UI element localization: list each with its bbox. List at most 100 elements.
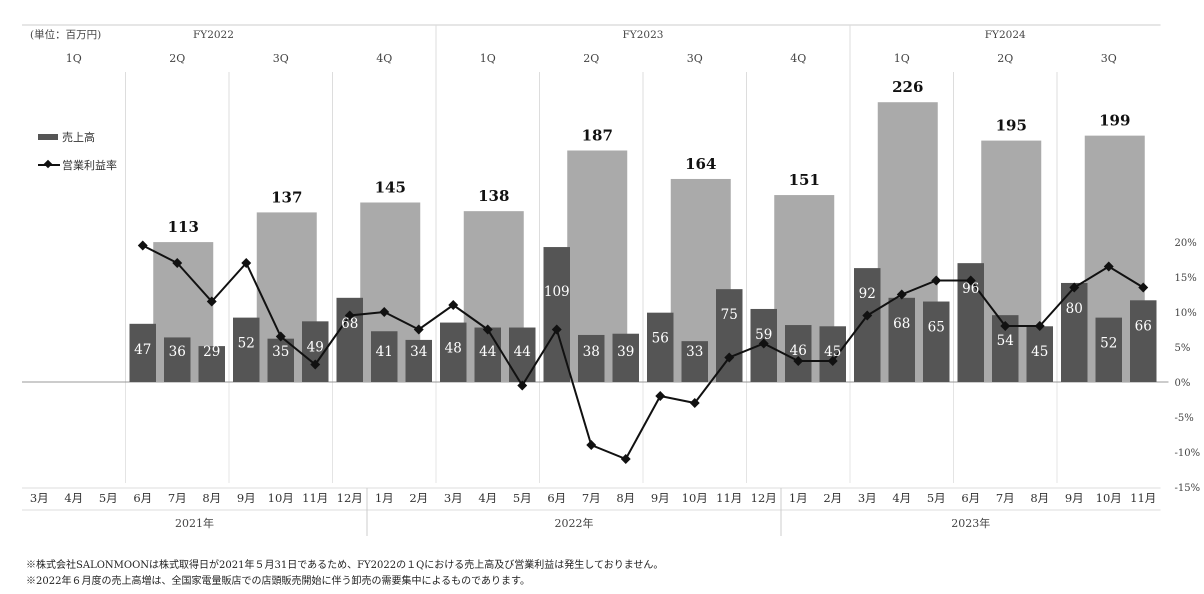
y-axis-tick: 5% [1175,343,1191,354]
calendar-year-label: 2021年 [175,516,214,530]
quarterly-value-label: 226 [892,78,923,96]
month-label: 5月 [513,491,532,505]
month-label: 4月 [478,491,497,505]
margin-point [586,440,597,450]
monthly-value-label: 36 [169,344,186,360]
margin-point [379,307,390,317]
month-label: 8月 [616,491,635,505]
monthly-bar [1095,317,1122,382]
quarterly-value-label: 187 [582,126,613,144]
month-label: 3月 [858,491,877,505]
margin-point [1069,282,1080,293]
calendar-year-label: 2022年 [555,516,594,530]
y-axis-tick: 10% [1175,308,1197,319]
month-label: 6月 [547,491,566,505]
y-axis-tick: -10% [1175,448,1201,459]
quarter-label: 2Q [583,52,599,65]
fiscal-year-label: FY2024 [985,29,1026,41]
monthly-value-label: 96 [962,281,979,297]
margin-point [413,324,424,335]
legend-sales-label: 売上高 [62,130,95,144]
month-label: 4月 [64,491,83,505]
monthly-value-label: 44 [479,344,496,360]
margin-point [275,331,286,342]
unit-label: (単位：百万円) [30,28,101,41]
month-label: 3月 [444,491,463,505]
monthly-bar [164,337,191,382]
monthly-bar [1130,300,1157,382]
month-label: 10月 [682,491,708,505]
y-axis-tick: 0% [1175,378,1191,389]
month-label: 7月 [168,491,187,505]
month-label: 7月 [996,491,1015,505]
margin-point [1138,282,1149,293]
margin-point [827,356,838,366]
month-label: 3月 [30,491,49,505]
margin-point [793,356,804,366]
monthly-bar [474,327,501,382]
margin-line [142,244,1144,461]
monthly-bar [129,323,156,382]
margin-line-layer [137,240,1149,464]
monthly-value-label: 52 [1100,336,1117,352]
month-label: 10月 [1096,491,1122,505]
month-label: 8月 [1030,491,1049,505]
monthly-bar [888,297,915,382]
monthly-value-label: 47 [134,342,151,358]
month-label: 8月 [202,491,221,505]
monthly-value-label: 41 [376,344,393,360]
margin-point [1000,321,1011,331]
monthly-value-label: 92 [859,286,876,302]
monthly-value-label: 109 [544,284,570,300]
footnote-2: ※2022年６月度の売上高増は、全国家電量販店での店頭販売開始に伴う卸売の需要集… [26,576,531,587]
quarter-label: 3Q [687,52,703,65]
monthly-value-label: 33 [686,344,703,360]
monthly-bar [923,301,950,382]
month-label: 2月 [409,491,428,505]
monthly-value-label: 49 [307,339,324,355]
monthly-bar [336,297,363,382]
margin-point [172,258,183,268]
month-label: 9月 [1065,491,1084,505]
quarter-label: 2Q [169,52,185,65]
monthly-value-label: 45 [1031,344,1048,360]
monthly-value-label: 38 [583,344,600,360]
footnote-1: ※株式会社SALONMOONは株式取得日が2021年５月31日であるため、FY2… [26,560,664,571]
month-label: 11月 [1130,491,1156,505]
quarter-label: 4Q [790,52,806,65]
month-label: 10月 [268,491,294,505]
margin-point [137,240,148,251]
monthly-value-label: 80 [1066,301,1083,317]
month-label: 5月 [927,491,946,505]
monthly-value-label: 56 [652,331,669,347]
monthly-value-label: 46 [790,343,807,359]
fiscal-year-label: FY2022 [193,29,234,41]
margin-point [1034,321,1045,331]
monthly-value-label: 68 [893,316,910,332]
quarterly-value-label: 195 [996,117,1027,135]
month-label: 4月 [892,491,911,505]
y-axis-tick: -5% [1175,413,1194,424]
margin-point [655,391,666,401]
quarter-label: 1Q [66,52,82,65]
quarterly-value-label: 145 [375,178,406,196]
monthly-value-label: 35 [272,344,289,360]
monthly-value-label: 65 [928,320,945,336]
month-label: 1月 [375,491,394,505]
month-label: 6月 [133,491,152,505]
monthly-value-label: 68 [341,316,358,332]
monthly-value-label: 45 [824,344,841,360]
quarter-label: 3Q [273,52,289,65]
quarterly-value-label: 164 [685,155,716,173]
label-layer: FY2022 FY2023 FY2024 1Q 2Q 3Q 4Q 1Q 2Q 3Q 4Q 1Q 2Q 3Q… [30,29,1200,530]
monthly-value-label: 44 [514,344,531,360]
monthly-bar [1061,282,1088,382]
margin-point [551,324,562,335]
quarter-label: 1Q [894,52,910,65]
legend-margin-label: 営業利益率 [62,158,117,172]
monthly-bar [785,325,812,382]
monthly-bar [578,334,605,382]
y-axis-tick: -15% [1175,483,1201,494]
margin-point [896,289,907,300]
